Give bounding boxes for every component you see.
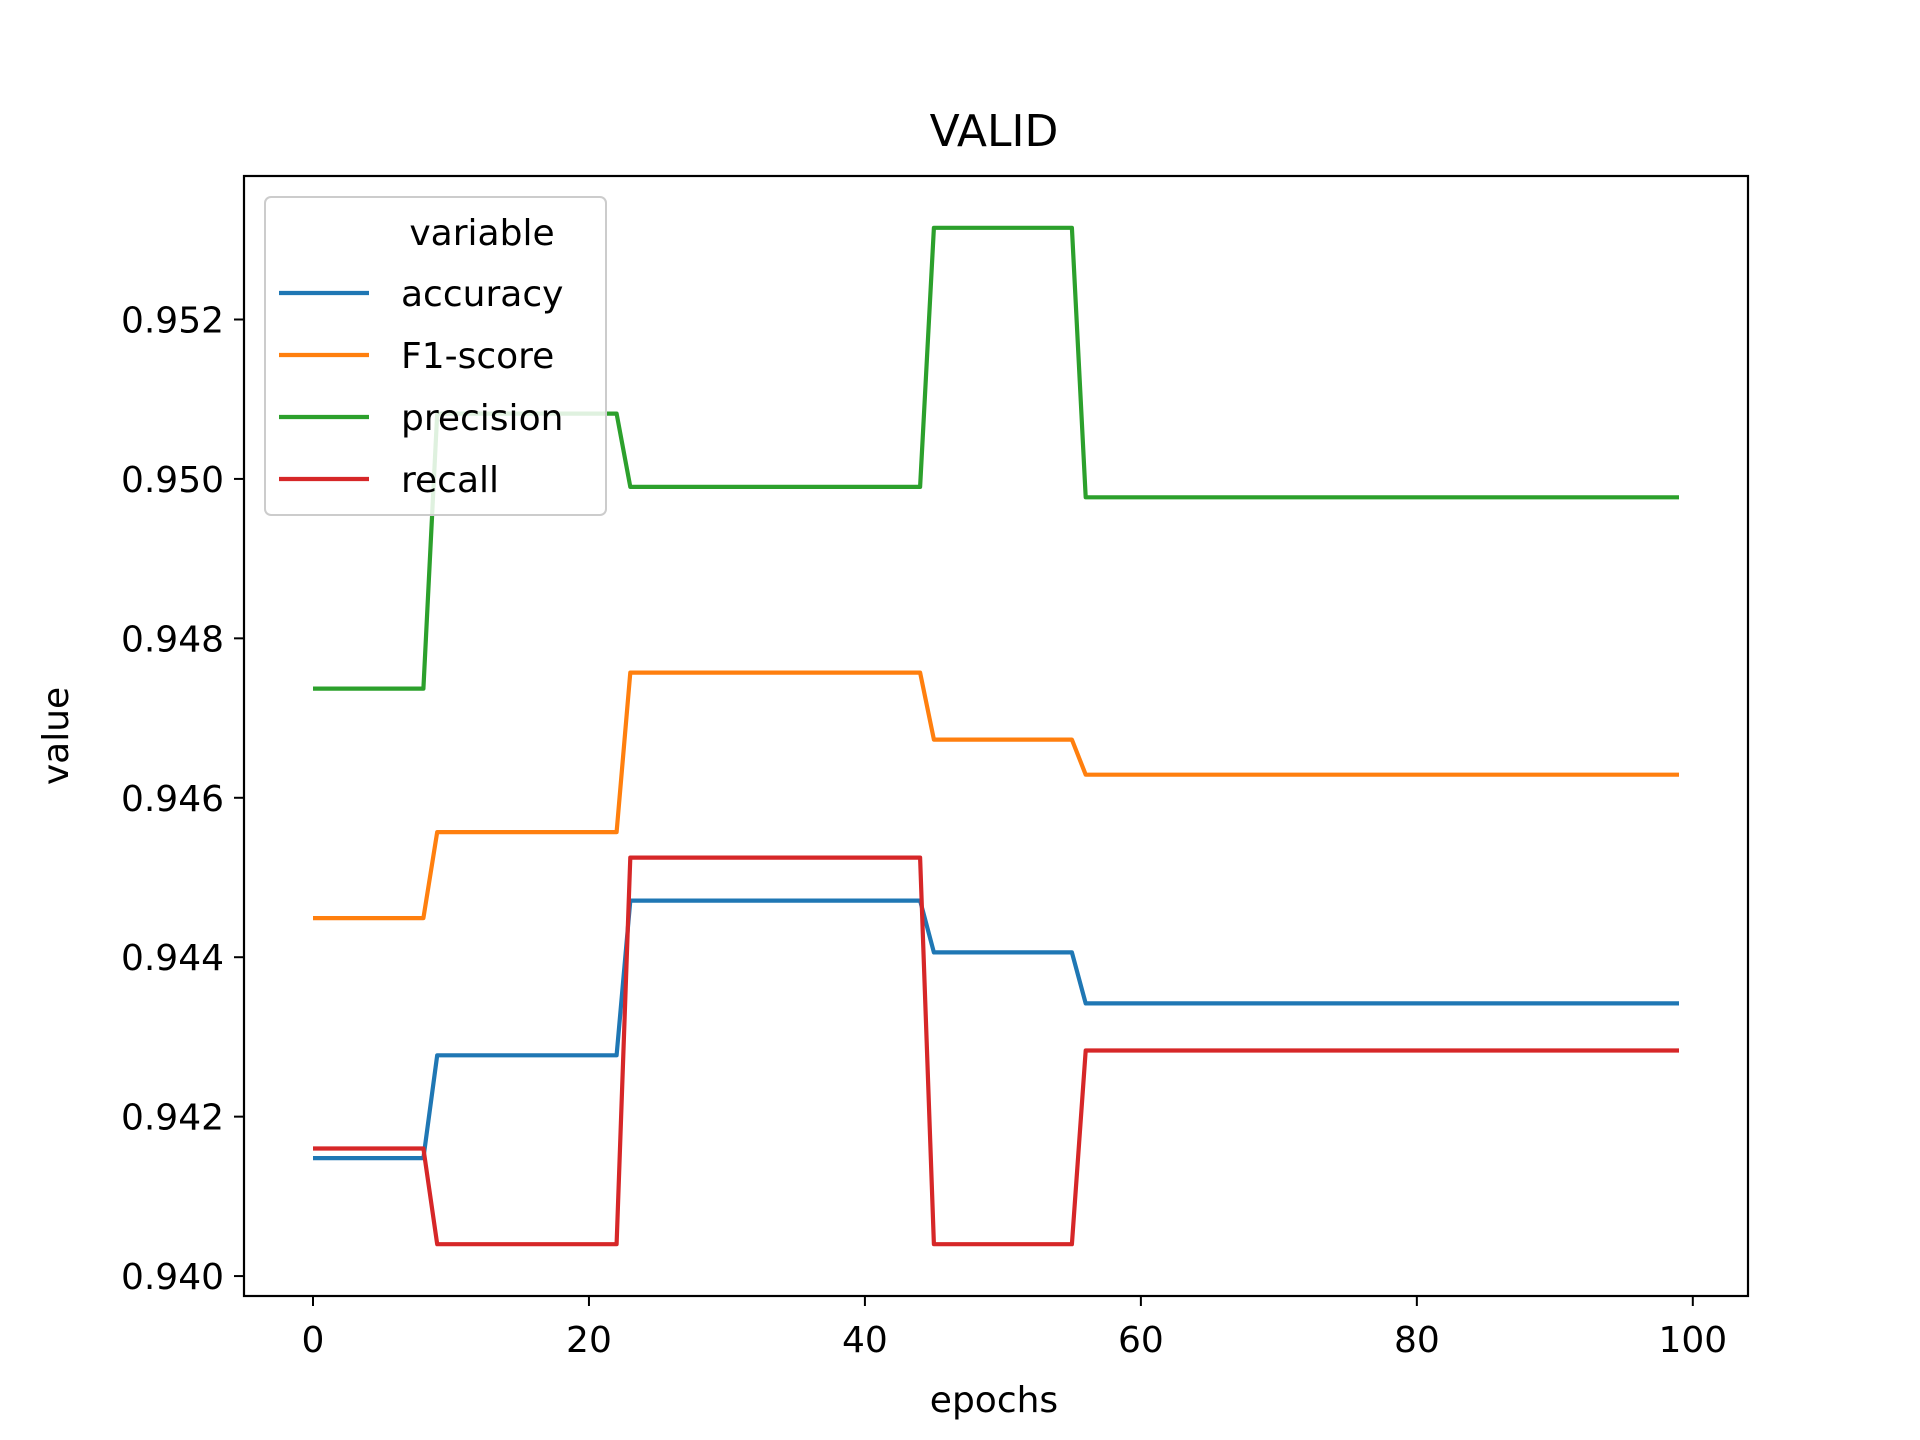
y-tick-label: 0.946 <box>121 779 224 820</box>
y-tick-label: 0.940 <box>121 1257 224 1298</box>
legend: variable accuracy F1-score precision recall <box>264 196 607 516</box>
y-axis: 0.940 0.942 0.944 0.946 0.948 0.950 0.952 <box>121 300 244 1298</box>
legend-label-f1-score: F1-score <box>401 336 554 377</box>
plot-area-frame <box>242 174 1750 1298</box>
y-axis-label: value <box>36 687 77 785</box>
legend-items: accuracy F1-score precision recall <box>279 274 563 501</box>
series-line-f1-score <box>313 670 1679 921</box>
legend-label-accuracy: accuracy <box>401 274 563 315</box>
x-axis: 0 20 40 60 80 100 <box>302 1296 1727 1361</box>
legend-label-recall: recall <box>401 460 499 501</box>
legend-title: variable <box>409 213 554 254</box>
y-tick-label: 0.942 <box>121 1098 224 1139</box>
y-tick-label: 0.948 <box>121 619 224 660</box>
x-tick-label: 40 <box>842 1320 888 1361</box>
legend-box <box>264 196 607 516</box>
y-tick-label: 0.950 <box>121 460 224 501</box>
chart-title: VALID <box>930 106 1059 157</box>
x-tick-label: 100 <box>1658 1320 1727 1361</box>
y-tick-label: 0.952 <box>121 300 224 341</box>
x-tick-label: 20 <box>566 1320 612 1361</box>
series-line-recall <box>313 855 1679 1247</box>
legend-label-precision: precision <box>401 398 563 439</box>
y-tick-label: 0.944 <box>121 938 224 979</box>
series-layer <box>313 225 1679 1247</box>
x-axis-label: epochs <box>930 1380 1058 1421</box>
x-tick-label: 0 <box>302 1320 325 1361</box>
x-tick-label: 60 <box>1118 1320 1164 1361</box>
series-line-accuracy <box>313 898 1679 1161</box>
x-tick-label: 80 <box>1394 1320 1440 1361</box>
series-line-precision <box>313 225 1679 691</box>
